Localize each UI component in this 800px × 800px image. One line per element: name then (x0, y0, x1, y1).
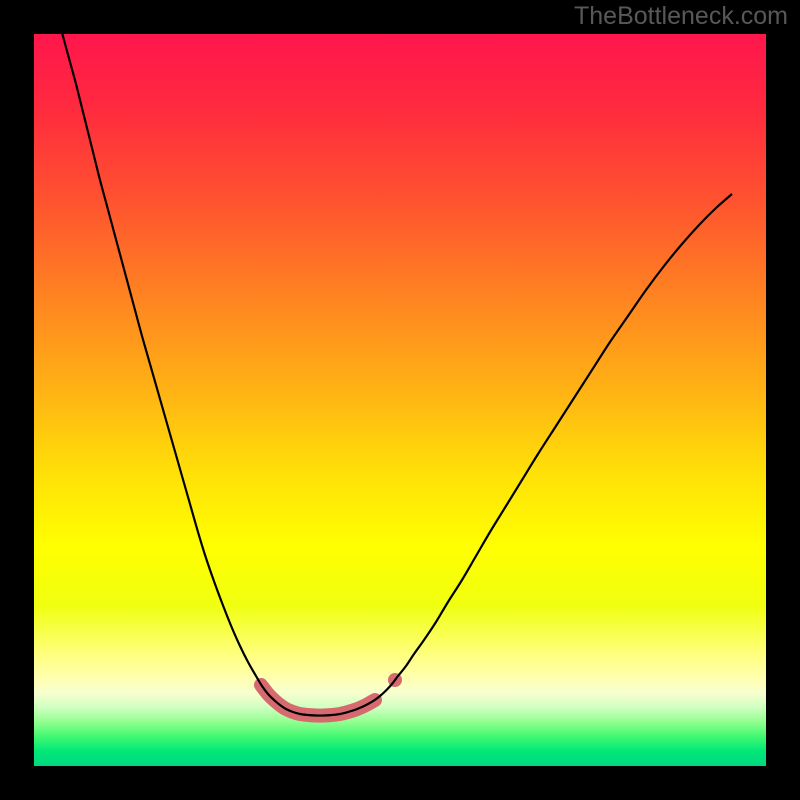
plot-area (34, 34, 766, 766)
optimal-range-marker (261, 685, 375, 716)
chart-container: TheBottleneck.com (0, 0, 800, 800)
bottleneck-curve (34, 34, 766, 766)
performance-curve (53, 34, 732, 716)
watermark-text: TheBottleneck.com (574, 2, 788, 31)
